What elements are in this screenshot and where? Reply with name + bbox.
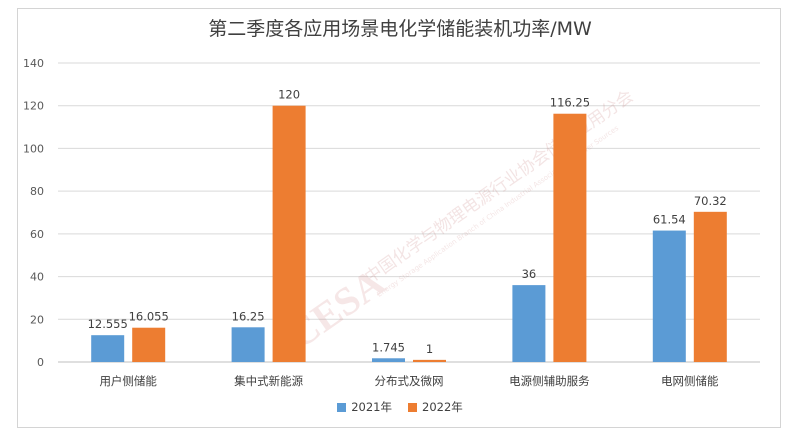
chart-title: 第二季度各应用场景电化学储能装机功率/MW <box>208 18 592 40</box>
watermark-cn: 中国化学与物理电源行业协会储能应用分会 <box>361 86 637 288</box>
legend: 2021年 2022年 <box>0 399 800 415</box>
category-labels: 用户侧储能 集中式新能源 分布式及微网 电源侧辅助服务 电网侧储能 <box>99 374 719 388</box>
legend-item: 2022年 <box>408 399 463 415</box>
watermark: CESA 中国化学与物理电源行业协会储能应用分会 Energy Storage … <box>279 86 637 357</box>
y-tick-label: 120 <box>23 100 44 113</box>
bar-2021 <box>91 335 125 362</box>
bar-2021 <box>512 285 546 362</box>
data-label: 61.54 <box>653 213 686 227</box>
y-tick-label: 80 <box>30 185 44 198</box>
category-label: 电源侧辅助服务 <box>509 374 590 388</box>
legend-item: 2021年 <box>337 399 392 415</box>
bar-2022 <box>693 211 727 362</box>
bar-2022 <box>272 105 306 362</box>
y-tick-label: 20 <box>30 313 44 326</box>
bar-2021 <box>231 327 265 362</box>
y-axis-ticks: 0 20 40 60 80 100 120 140 <box>23 57 44 369</box>
data-label: 116.25 <box>550 96 590 110</box>
data-label: 120 <box>278 88 300 102</box>
category-label: 分布式及微网 <box>375 374 444 388</box>
bar-2022 <box>553 113 587 363</box>
bar-2022 <box>413 359 446 362</box>
y-tick-label: 140 <box>23 57 44 70</box>
y-tick-label: 0 <box>37 356 44 369</box>
legend-label: 2021年 <box>351 400 392 414</box>
category-label: 集中式新能源 <box>234 374 303 388</box>
y-tick-label: 60 <box>30 228 44 241</box>
bars <box>91 105 727 363</box>
bar-2021 <box>372 358 405 362</box>
bar-2021 <box>652 230 686 362</box>
y-tick-label: 40 <box>30 271 44 284</box>
data-label: 70.32 <box>694 194 727 208</box>
data-label: 12.555 <box>88 317 128 331</box>
legend-swatch <box>408 402 417 412</box>
data-label: 36 <box>522 267 537 281</box>
legend-swatch <box>337 402 347 412</box>
legend-label: 2022年 <box>422 400 463 414</box>
data-label: 1.745 <box>372 340 405 354</box>
data-label: 16.25 <box>232 309 265 323</box>
bar-2022 <box>132 327 166 362</box>
category-label: 电网侧储能 <box>661 374 719 388</box>
category-label: 用户侧储能 <box>99 374 157 388</box>
data-label: 16.055 <box>129 310 169 324</box>
gridlines <box>58 62 760 363</box>
y-tick-label: 100 <box>23 142 44 155</box>
data-label: 1 <box>426 342 433 356</box>
